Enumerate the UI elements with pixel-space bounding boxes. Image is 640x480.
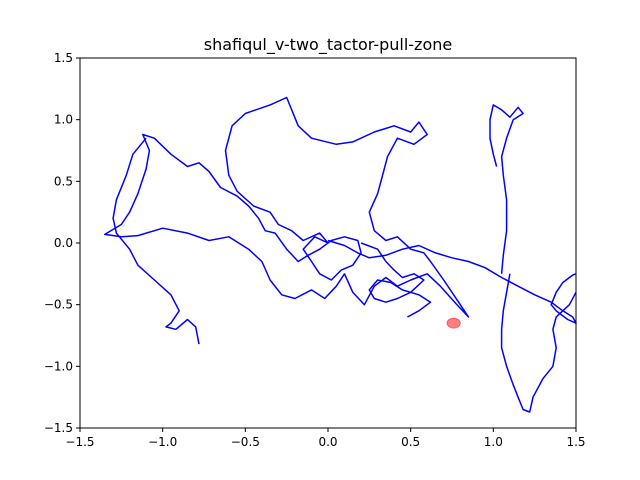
x-tick-label: 1.5	[566, 435, 585, 449]
trajectory-segment-2	[360, 242, 432, 318]
x-tick-label: −0.5	[231, 435, 260, 449]
y-tick-label: 1.5	[54, 51, 73, 65]
trajectory-segment-3	[327, 239, 577, 324]
y-tick-label: 1.0	[54, 113, 73, 127]
y-tick-label: −0.5	[44, 298, 73, 312]
trajectory-segment-4	[500, 273, 577, 413]
trajectory-segment-0	[104, 96, 470, 318]
y-tick-label: 0.0	[54, 236, 73, 250]
x-tick-label: 0.5	[401, 435, 420, 449]
y-tick-label: −1.5	[44, 421, 73, 435]
axes-frame	[79, 57, 577, 429]
y-tick-label: −1.0	[44, 359, 73, 373]
y-tick-label: 0.5	[54, 174, 73, 188]
x-tick-label: 1.0	[484, 435, 503, 449]
chart-title: shafiqul_v-two_tactor-pull-zone	[204, 35, 452, 55]
trajectory-segment-1	[112, 137, 200, 345]
plot-area	[104, 96, 577, 413]
trajectory-segment-5	[489, 104, 524, 274]
x-tick-label: −1.0	[148, 435, 177, 449]
x-tick-label: 0.0	[318, 435, 337, 449]
axes-ticks: −1.5 −1.0 −0.5 0.0 0.5 1.0 1.5 −1.5 −1.0 −0.5 0.0 0…	[44, 51, 586, 449]
target-zone	[446, 317, 461, 329]
x-tick-label: −1.5	[65, 435, 94, 449]
